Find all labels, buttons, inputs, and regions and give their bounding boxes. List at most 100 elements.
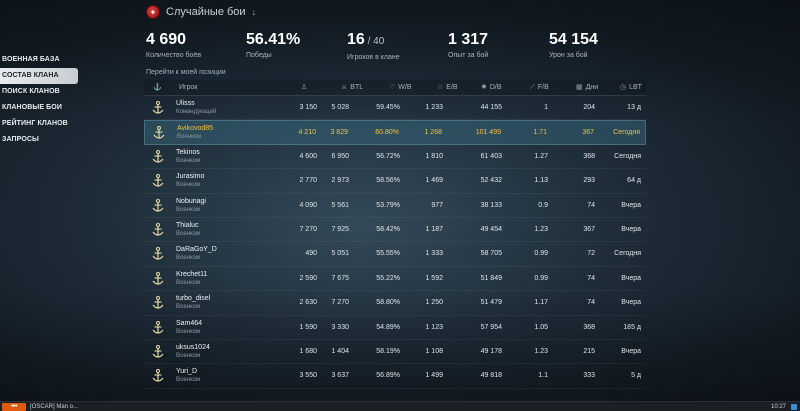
player-cell[interactable]: Ulisss Командующий	[176, 99, 216, 116]
table-row[interactable]: Ulisss Командующий 3 150 5 028 59.45% 1 233 44…	[144, 96, 646, 121]
table-header: ⚓ Игрок ♙ ⚔ BTL ♡ W/B ☆ E/B ✸ D/B ⟋ F/B ▦ Дни …	[144, 80, 646, 96]
column-header-label: D/B	[489, 84, 502, 91]
table-row[interactable]: Jurasimo Военком 2 770 2 973 58.56% 1 469 52 4…	[144, 169, 646, 194]
taskbar: ••• [OSCAR] Man o... 10:27	[0, 401, 800, 411]
column-header-lbt[interactable]: ◷ LBT	[620, 80, 642, 96]
anchor-icon	[152, 101, 164, 115]
cell-battles: 7 270	[331, 299, 349, 307]
table-row[interactable]: Sam464 Военком 1 590 3 330 54.89% 1 123 57 954…	[144, 316, 646, 340]
cell-exp: 1 469	[425, 177, 443, 185]
cell-days: 72	[587, 250, 595, 258]
notification-icon[interactable]	[791, 404, 797, 410]
player-cell[interactable]: uksus1024 Военком	[176, 343, 210, 360]
goto-my-position-link[interactable]: Перейти к моей позиции	[146, 69, 226, 76]
player-name[interactable]: Sam464	[176, 319, 203, 327]
column-header-frags[interactable]: ⟋ F/B	[530, 80, 549, 96]
player-name[interactable]: Tekinos	[176, 148, 200, 156]
column-header-player[interactable]: Игрок	[176, 80, 197, 96]
cell-lbt: Сегодня	[614, 250, 641, 258]
cell-rank: 2 770	[299, 177, 317, 185]
player-cell[interactable]: turbo_disel Военком	[176, 294, 210, 311]
cell-battles: 2 973	[331, 177, 349, 185]
column-header-label: Дни	[585, 84, 599, 91]
sidebar-item-clan-roster[interactable]: СОСТАВ КЛАНА	[0, 68, 78, 84]
sidebar-item-clan-battles[interactable]: КЛАНОВЫЕ БОИ	[2, 104, 62, 111]
cell-damage: 38 133	[480, 201, 502, 209]
player-name[interactable]: Avikovod85	[177, 125, 214, 133]
player-cell[interactable]: Sam464 Военком	[176, 319, 202, 336]
battle-mode-selector[interactable]: ✦ Случайные бои ↓	[146, 4, 256, 20]
cell-exp: 1 268	[424, 129, 442, 137]
cell-damage: 49 454	[480, 225, 502, 233]
stat-value: 1 317	[448, 31, 489, 48]
player-role: Военком	[176, 328, 201, 335]
player-name[interactable]: turbo_disel	[176, 295, 211, 303]
cell-wins: 60.80%	[375, 129, 399, 137]
taskbar-start-button[interactable]: •••	[2, 403, 26, 411]
player-name[interactable]: Krechet11	[176, 270, 208, 278]
cell-exp: 1 333	[425, 250, 443, 258]
player-cell[interactable]: Krechet11 Военком	[176, 270, 207, 287]
player-name[interactable]: Thialuc	[176, 221, 199, 229]
sidebar-item-clan-search[interactable]: ПОИСК КЛАНОВ	[2, 88, 60, 95]
taskbar-clock: 10:27	[770, 404, 786, 410]
player-name[interactable]: Ulisss	[176, 100, 195, 107]
cell-lbt: 64 д	[627, 177, 641, 185]
table-row[interactable]: Thialuc Военком 7 270 7 925 58.42% 1 187 49 45…	[144, 218, 646, 243]
column-header-label: E/B	[446, 84, 458, 91]
cell-wins: 58.19%	[376, 347, 400, 355]
cell-wins: 58.56%	[376, 177, 400, 185]
cell-lbt: Вчера	[621, 299, 641, 307]
player-cell[interactable]: Nobunagi Военком	[176, 197, 206, 214]
cell-battles: 7 925	[331, 225, 349, 233]
cell-damage: 44 155	[480, 104, 502, 111]
player-cell[interactable]: Yuri_D Военком	[176, 367, 200, 384]
table-row[interactable]: Nobunagi Военком 4 090 5 561 53.79% 977 38 133…	[144, 194, 646, 218]
table-row[interactable]: Krechet11 Военком 2 590 7 675 55.22% 1 592 51 …	[144, 267, 646, 292]
column-header-damage[interactable]: ✸ D/B	[481, 80, 502, 96]
cell-days: 293	[583, 177, 595, 185]
column-header-wins[interactable]: ♡ W/B	[389, 80, 412, 96]
cell-frags: 0.99	[534, 274, 548, 282]
player-cell[interactable]: Tekinos Военком	[176, 148, 200, 165]
table-row[interactable]: Avikovod85 Военком 4 210 3 829 60.80% 1 268 10…	[144, 120, 646, 145]
column-header-rank[interactable]: ♙	[301, 80, 310, 96]
cell-exp: 1 810	[425, 152, 443, 160]
stat-battles: 4 690 Количество боёв	[146, 32, 201, 60]
player-name[interactable]: Yuri_D	[176, 368, 198, 376]
table-row[interactable]: DaRaGoY_D Военком 490 5 051 55.55% 1 333 58 70…	[144, 242, 646, 267]
player-name[interactable]: Nobunagi	[176, 197, 206, 205]
player-cell[interactable]: DaRaGoY_D Военком	[176, 245, 217, 262]
clan-members-table: ⚓ Игрок ♙ ⚔ BTL ♡ W/B ☆ E/B ✸ D/B ⟋ F/B ▦ Дни …	[144, 80, 646, 389]
sidebar-item-requests[interactable]: ЗАПРОСЫ	[2, 136, 40, 143]
player-cell[interactable]: Thialuc Военком	[176, 221, 200, 238]
star-icon: ☆	[437, 84, 444, 91]
taskbar-task-item[interactable]: [OSCAR] Man o...	[30, 404, 79, 410]
player-name[interactable]: uksus1024	[176, 343, 210, 351]
player-name[interactable]: DaRaGoY_D	[176, 246, 217, 254]
player-role: Военком	[176, 255, 201, 262]
cell-exp: 1 108	[425, 347, 443, 355]
player-cell[interactable]: Avikovod85 Военком	[177, 124, 213, 141]
cell-frags: 1.13	[534, 177, 548, 185]
sidebar-item-military-base[interactable]: ВОЕННАЯ БАЗА	[2, 56, 60, 63]
player-cell[interactable]: Jurasimo Военком	[176, 172, 204, 189]
table-row[interactable]: Yuri_D Военком 3 550 3 637 56.89% 1 499 49 818…	[144, 364, 646, 389]
table-row[interactable]: turbo_disel Военком 2 630 7 270 58.80% 1 250 5…	[144, 291, 646, 316]
column-header-battles[interactable]: ⚔ BTL	[341, 80, 363, 96]
sidebar-item-clan-rating[interactable]: РЕЙТИНГ КЛАНОВ	[2, 120, 68, 127]
cell-rank: 4 210	[298, 129, 316, 137]
table-row[interactable]: uksus1024 Военком 1 680 1 404 58.19% 1 108 49 …	[144, 340, 646, 365]
player-role: Военком	[176, 279, 201, 286]
column-header-exp[interactable]: ☆ E/B	[437, 80, 458, 96]
table-row[interactable]: Tekinos Военком 4 600 6 950 56.72% 1 810 61 40…	[144, 145, 646, 170]
player-role: Военком	[176, 206, 201, 213]
anchor-icon	[152, 271, 164, 286]
cell-frags: 0.9	[538, 201, 548, 209]
player-role: Командующий	[176, 109, 217, 115]
player-name[interactable]: Jurasimo	[176, 173, 205, 181]
anchor-column-icon[interactable]: ⚓	[153, 84, 162, 91]
column-header-days[interactable]: ▦ Дни	[576, 80, 598, 96]
random-battle-icon: ✦	[146, 5, 160, 19]
cell-battles: 5 561	[331, 201, 349, 209]
